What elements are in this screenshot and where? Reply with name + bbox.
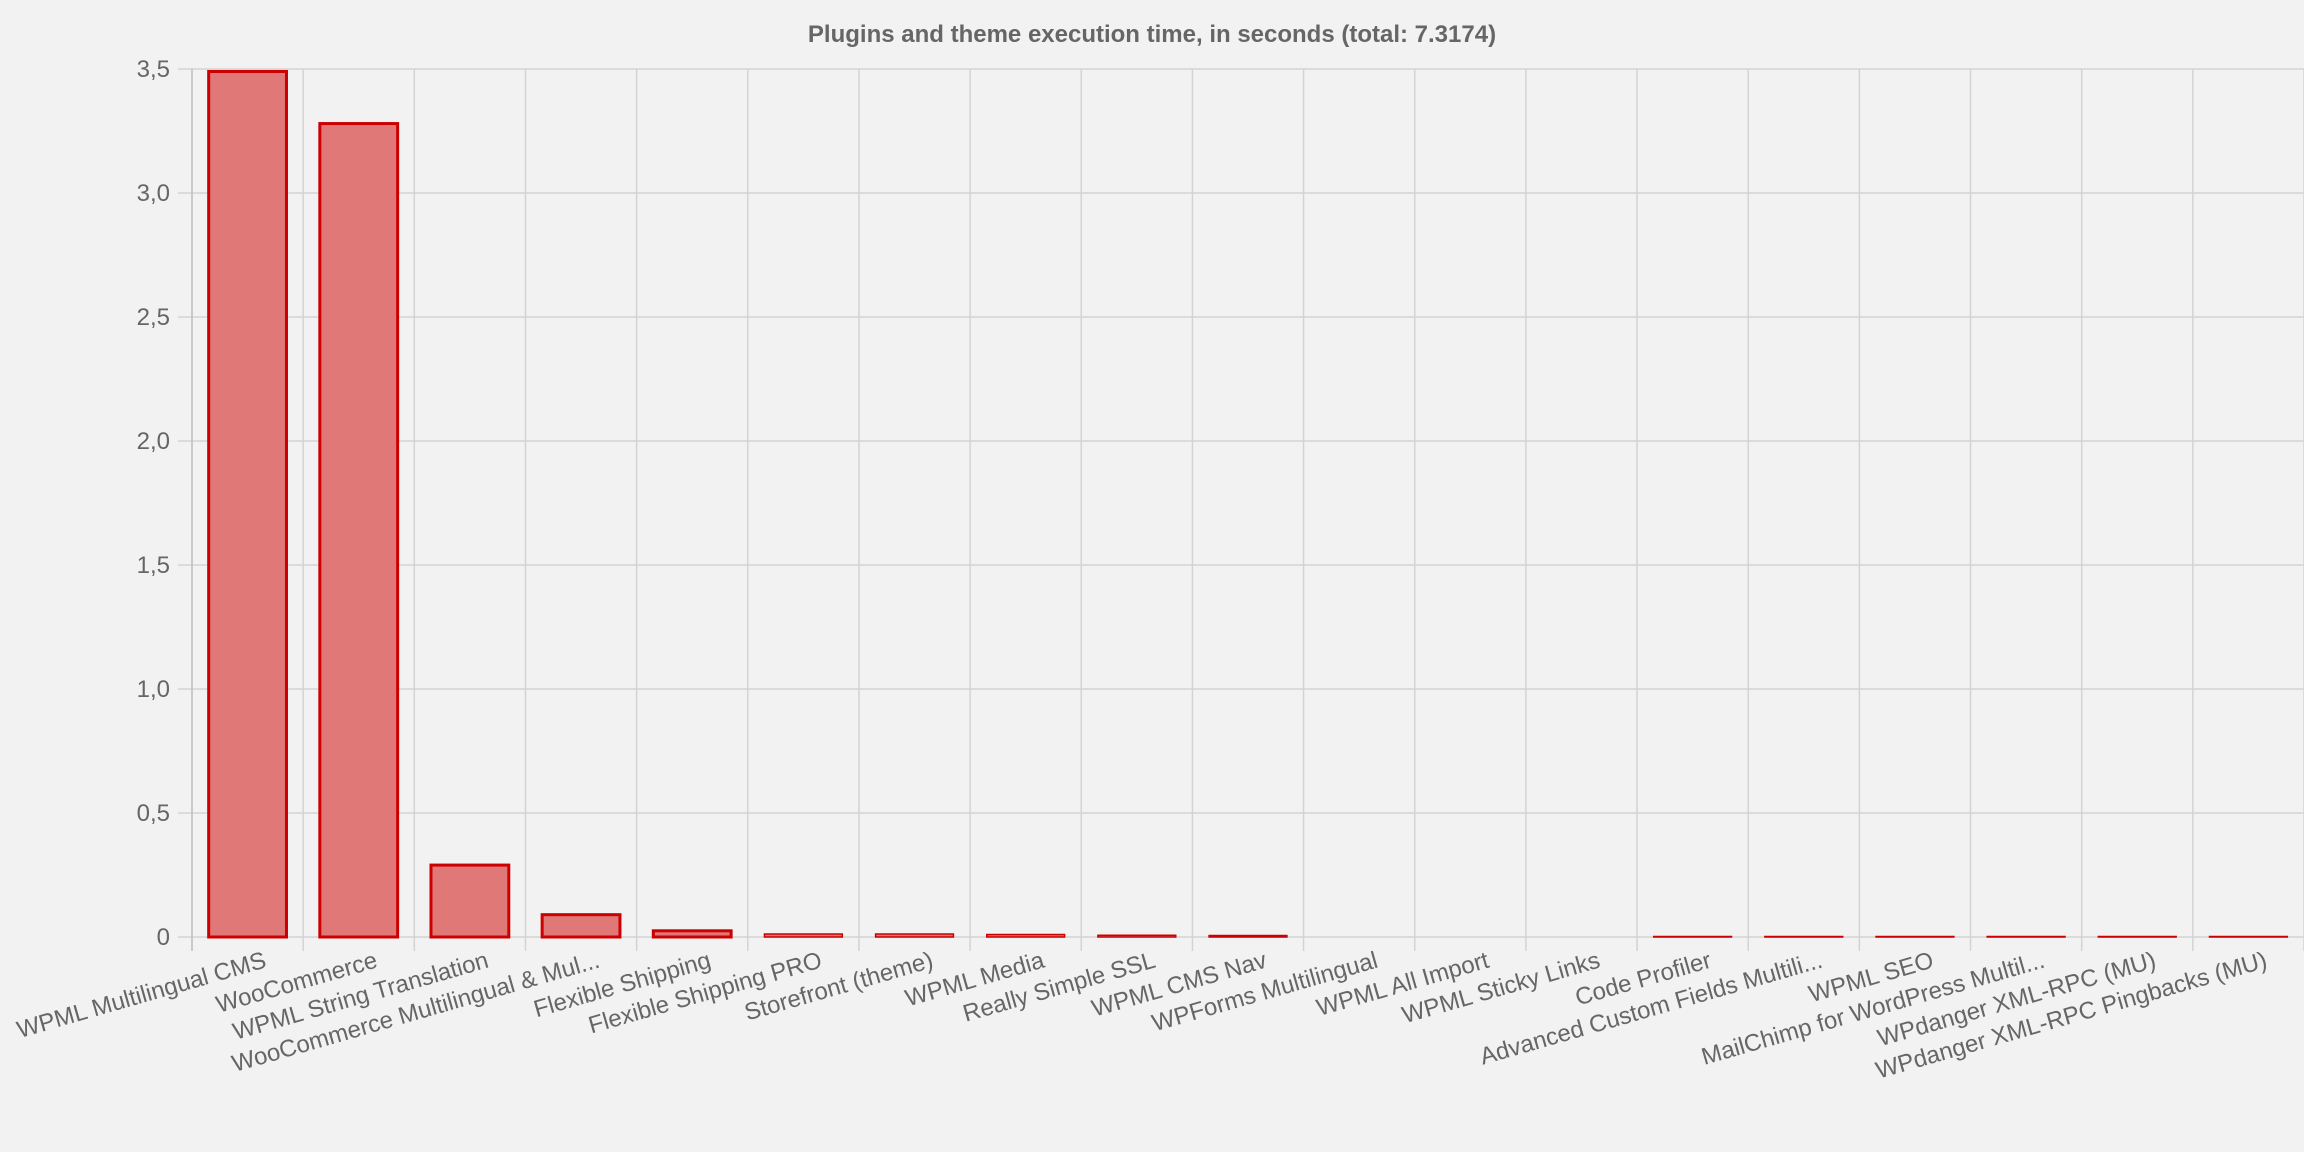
bar[interactable] [874,933,955,938]
bar[interactable] [763,933,844,938]
bar[interactable] [429,863,511,939]
y-axis-ticks: 0 0,5 1,0 1,5 2,0 2,5 3,0 3,5 [137,56,170,951]
y-tick-label: 2,5 [137,304,170,331]
bar[interactable] [207,69,288,939]
y-tick-label: 0 [157,924,170,951]
grid [178,68,2304,951]
bar[interactable] [651,929,733,939]
y-tick-label: 3,5 [137,56,170,83]
bar[interactable] [1097,934,1177,938]
bar[interactable] [318,122,400,939]
bar[interactable] [2208,935,2289,938]
y-tick-label: 1,0 [137,676,170,703]
bar[interactable] [540,913,622,939]
bars [207,69,2289,939]
bar[interactable] [1875,935,1955,938]
bar[interactable] [1986,935,2066,938]
bar[interactable] [1652,935,1733,938]
y-tick-label: 0,5 [137,800,170,827]
y-tick-label: 1,5 [137,552,170,579]
chart-title: Plugins and theme execution time, in sec… [808,21,1496,48]
bar[interactable] [1764,935,1844,938]
y-tick-label: 2,0 [137,428,170,455]
bar[interactable] [986,933,1066,938]
y-tick-label: 3,0 [137,180,170,207]
bar[interactable] [2097,935,2177,938]
bar[interactable] [1208,934,1288,938]
